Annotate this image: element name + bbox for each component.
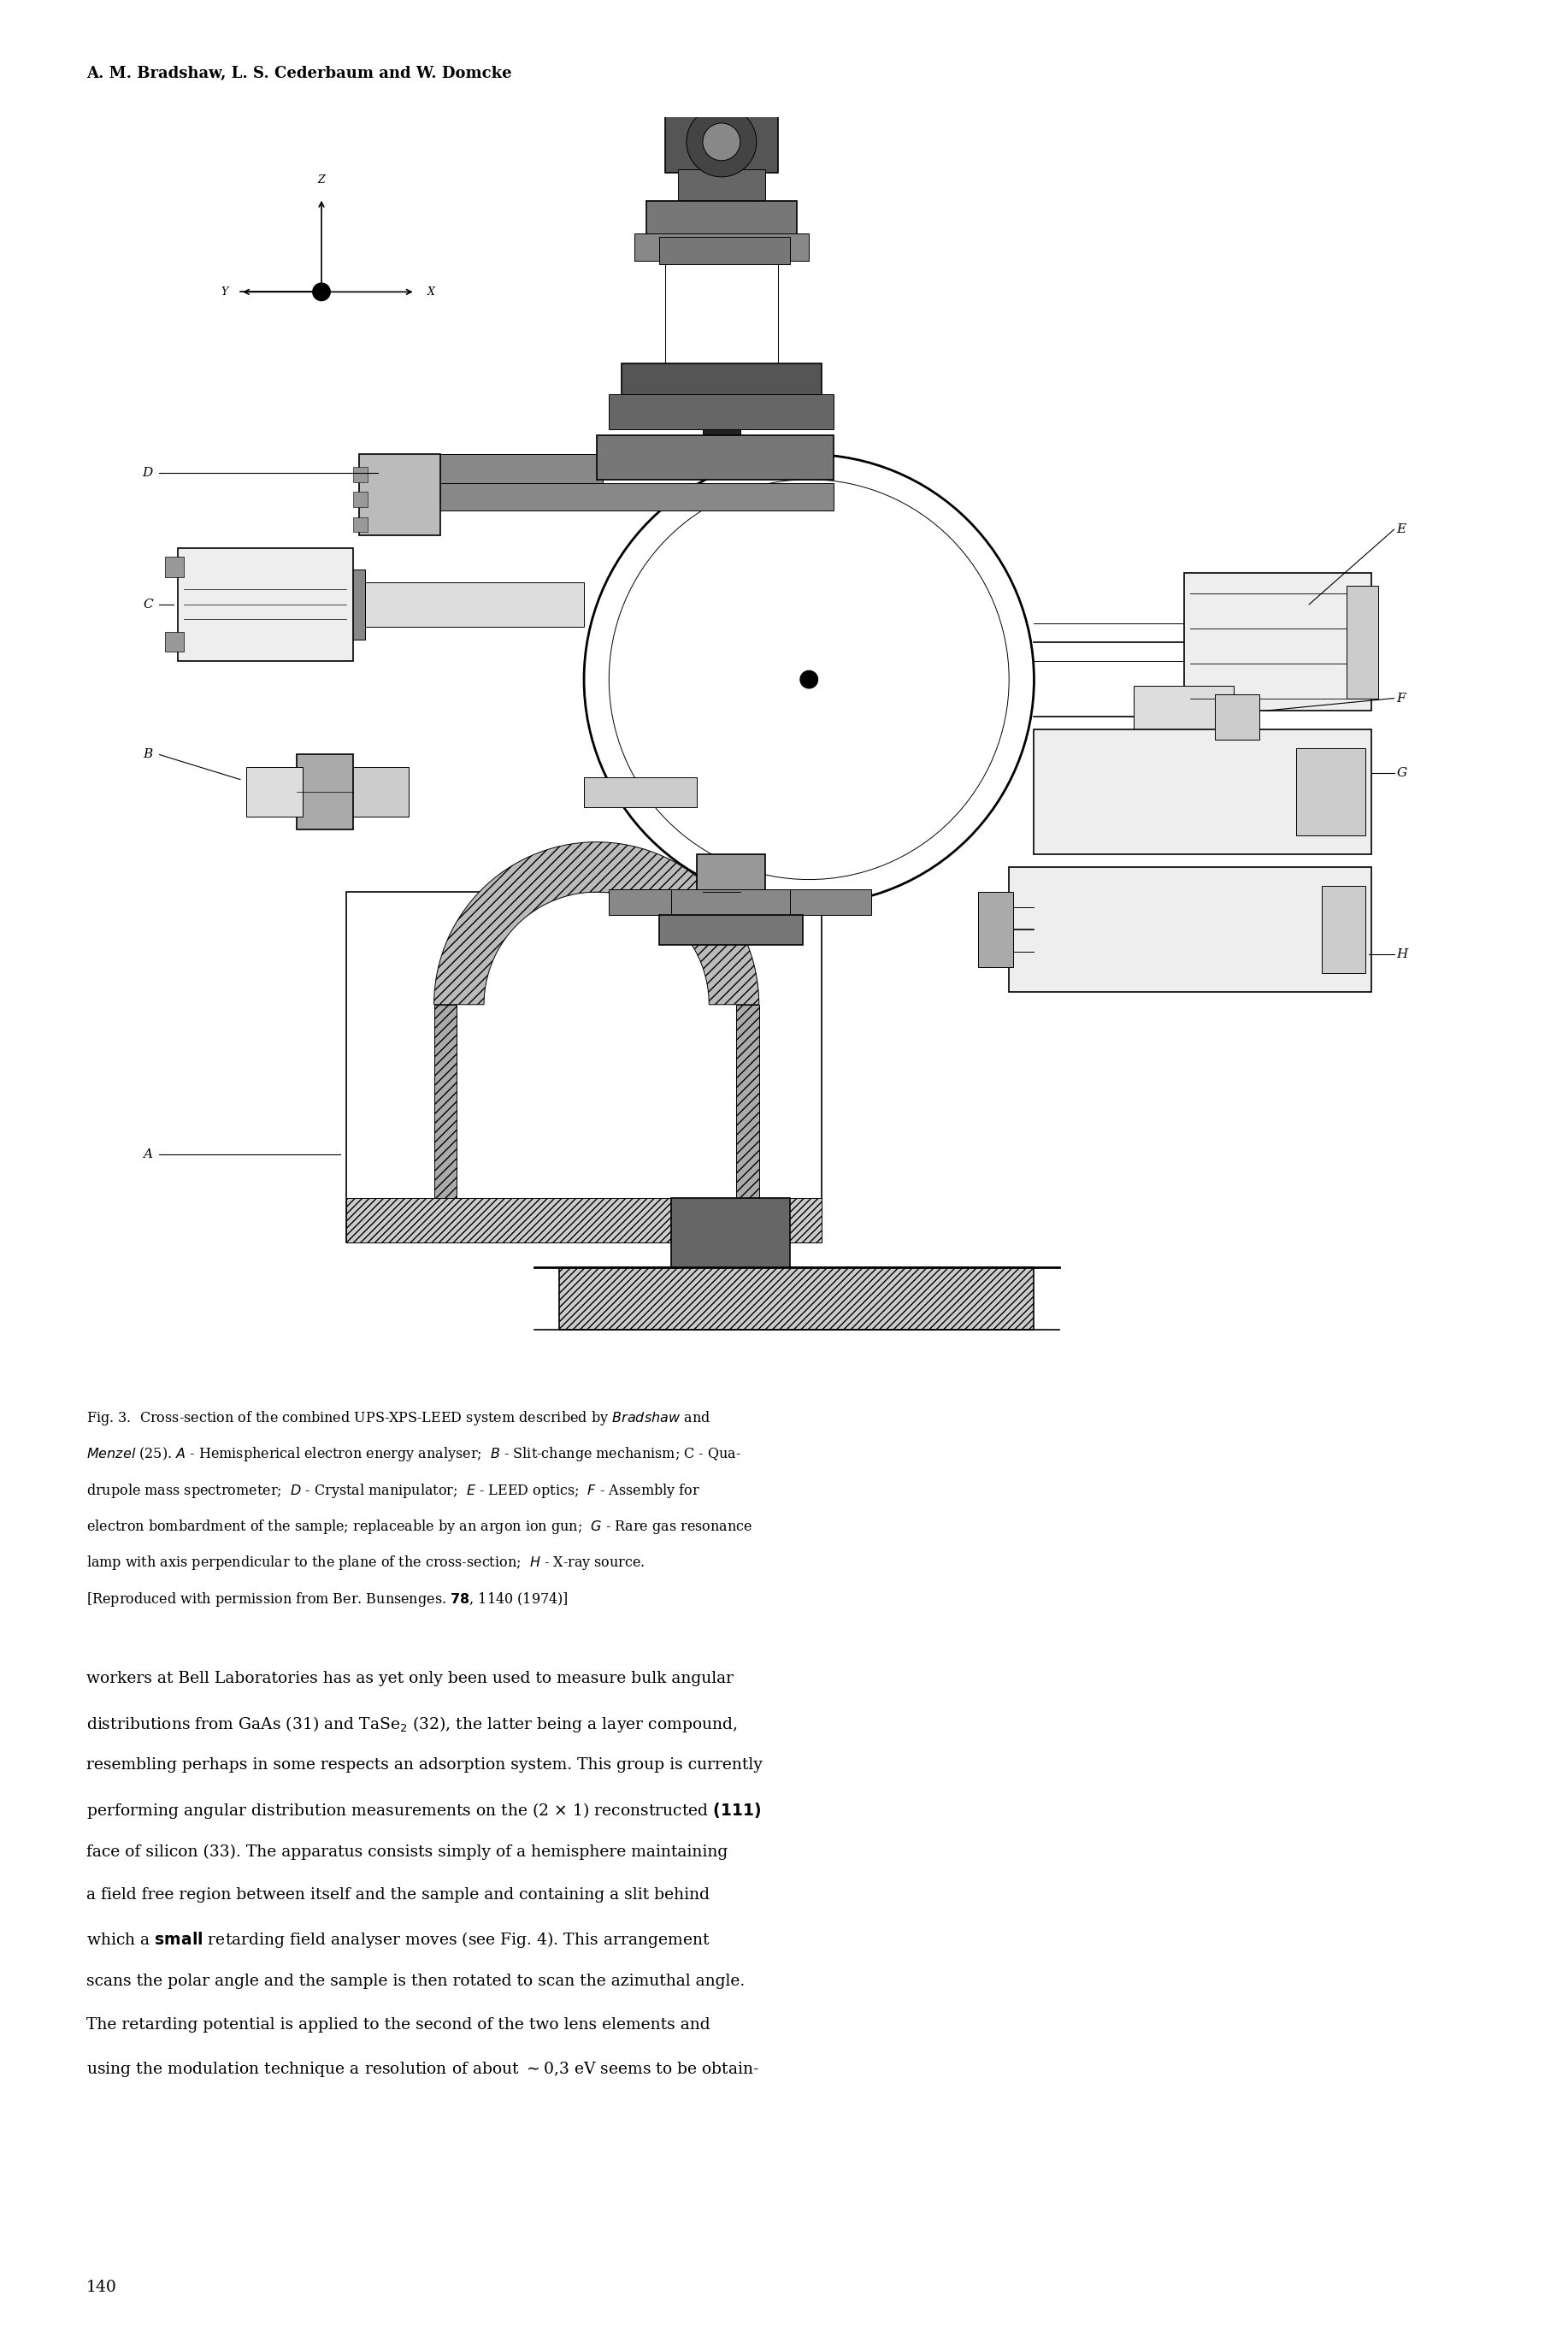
FancyBboxPatch shape <box>347 570 365 640</box>
FancyBboxPatch shape <box>583 776 696 806</box>
Text: scans the polar angle and the sample is then rotated to scan the azimuthal angle: scans the polar angle and the sample is … <box>86 1972 745 1989</box>
Text: workers at Bell Laboratories has as yet only been used to measure bulk angular: workers at Bell Laboratories has as yet … <box>86 1671 734 1687</box>
Text: E: E <box>1397 523 1406 535</box>
Text: Fig. 3.  Cross-section of the combined UPS-XPS-LEED system described by $\mathit: Fig. 3. Cross-section of the combined UP… <box>86 1409 710 1428</box>
Text: A: A <box>143 1147 152 1161</box>
FancyBboxPatch shape <box>347 1199 822 1243</box>
FancyBboxPatch shape <box>1033 729 1372 855</box>
Polygon shape <box>434 841 759 1005</box>
Text: Y: Y <box>221 287 227 297</box>
FancyBboxPatch shape <box>296 755 353 830</box>
FancyBboxPatch shape <box>596 435 834 479</box>
Circle shape <box>800 671 818 687</box>
Text: The retarding potential is applied to the second of the two lens elements and: The retarding potential is applied to th… <box>86 2017 710 2033</box>
Text: face of silicon (33). The apparatus consists simply of a hemisphere maintaining: face of silicon (33). The apparatus cons… <box>86 1844 728 1860</box>
FancyBboxPatch shape <box>1322 886 1366 972</box>
FancyBboxPatch shape <box>1297 748 1366 837</box>
Text: $\mathit{Menzel}$ (25). $\mathit{A}$ - Hemispherical electron energy analyser;  : $\mathit{Menzel}$ (25). $\mathit{A}$ - H… <box>86 1444 742 1463</box>
FancyBboxPatch shape <box>353 516 368 533</box>
FancyBboxPatch shape <box>671 1199 790 1267</box>
FancyBboxPatch shape <box>347 582 583 626</box>
FancyBboxPatch shape <box>177 549 353 661</box>
Text: C: C <box>143 598 152 610</box>
Circle shape <box>608 479 1010 879</box>
Text: G: G <box>1397 767 1406 778</box>
FancyBboxPatch shape <box>621 362 822 397</box>
Text: using the modulation technique a resolution of about $\sim$0,3 eV seems to be ob: using the modulation technique a resolut… <box>86 2061 759 2080</box>
FancyBboxPatch shape <box>353 493 368 507</box>
Text: distributions from GaAs (31) and TaSe$_2$ (32), the latter being a layer compoun: distributions from GaAs (31) and TaSe$_2… <box>86 1715 737 1734</box>
Circle shape <box>702 124 740 161</box>
Text: [Reproduced with permission from Ber. Bunsenges. $\mathbf{78}$, 1140 (1974)]: [Reproduced with permission from Ber. Bu… <box>86 1591 568 1608</box>
Circle shape <box>583 453 1033 904</box>
FancyBboxPatch shape <box>165 631 183 652</box>
FancyBboxPatch shape <box>347 767 409 818</box>
Text: drupole mass spectrometer;  $\mathit{D}$ - Crystal manipulator;  $\mathit{E}$ - : drupole mass spectrometer; $\mathit{D}$ … <box>86 1482 699 1500</box>
FancyBboxPatch shape <box>1010 867 1372 991</box>
FancyBboxPatch shape <box>702 117 740 1218</box>
Text: a field free region between itself and the sample and containing a slit behind: a field free region between itself and t… <box>86 1888 709 1902</box>
FancyBboxPatch shape <box>646 201 797 236</box>
FancyBboxPatch shape <box>671 890 790 916</box>
FancyBboxPatch shape <box>353 467 368 481</box>
FancyBboxPatch shape <box>384 453 602 486</box>
FancyBboxPatch shape <box>659 914 803 944</box>
FancyBboxPatch shape <box>434 1005 456 1243</box>
Text: performing angular distribution measurements on the (2 $\times$ 1) reconstructed: performing angular distribution measurem… <box>86 1802 760 1821</box>
Text: lamp with axis perpendicular to the plane of the cross-section;  $\mathit{H}$ - : lamp with axis perpendicular to the plan… <box>86 1554 644 1573</box>
FancyBboxPatch shape <box>633 234 809 262</box>
FancyBboxPatch shape <box>434 484 834 512</box>
Text: B: B <box>143 748 152 760</box>
FancyBboxPatch shape <box>165 556 183 577</box>
FancyBboxPatch shape <box>558 1267 1033 1330</box>
Text: D: D <box>143 467 152 479</box>
FancyBboxPatch shape <box>659 236 790 264</box>
Text: which a $\mathbf{small}$ retarding field analyser moves (see Fig. 4). This arran: which a $\mathbf{small}$ retarding field… <box>86 1930 710 1949</box>
FancyBboxPatch shape <box>359 453 441 535</box>
Text: 140: 140 <box>86 2279 118 2295</box>
FancyBboxPatch shape <box>665 110 778 173</box>
FancyBboxPatch shape <box>1134 685 1234 748</box>
FancyBboxPatch shape <box>608 395 834 430</box>
FancyBboxPatch shape <box>978 893 1013 968</box>
FancyBboxPatch shape <box>737 1005 759 1243</box>
FancyBboxPatch shape <box>1215 694 1259 738</box>
FancyBboxPatch shape <box>677 168 765 203</box>
FancyBboxPatch shape <box>1184 573 1372 710</box>
Text: X: X <box>428 287 436 297</box>
FancyBboxPatch shape <box>696 855 765 893</box>
FancyBboxPatch shape <box>1347 587 1378 699</box>
Text: F: F <box>1397 692 1405 703</box>
Text: H: H <box>1397 949 1408 961</box>
FancyBboxPatch shape <box>608 890 872 914</box>
FancyBboxPatch shape <box>347 893 822 1243</box>
Circle shape <box>687 108 756 178</box>
Text: resembling perhaps in some respects an adsorption system. This group is currentl: resembling perhaps in some respects an a… <box>86 1757 762 1774</box>
Text: electron bombardment of the sample; replaceable by an argon ion gun;  $\mathit{G: electron bombardment of the sample; repl… <box>86 1519 753 1535</box>
FancyBboxPatch shape <box>665 262 778 367</box>
FancyBboxPatch shape <box>246 767 303 818</box>
Text: A. M. Bradshaw, L. S. Cederbaum and W. Domcke: A. M. Bradshaw, L. S. Cederbaum and W. D… <box>86 65 511 82</box>
Circle shape <box>312 283 331 301</box>
Text: Z: Z <box>318 175 325 185</box>
